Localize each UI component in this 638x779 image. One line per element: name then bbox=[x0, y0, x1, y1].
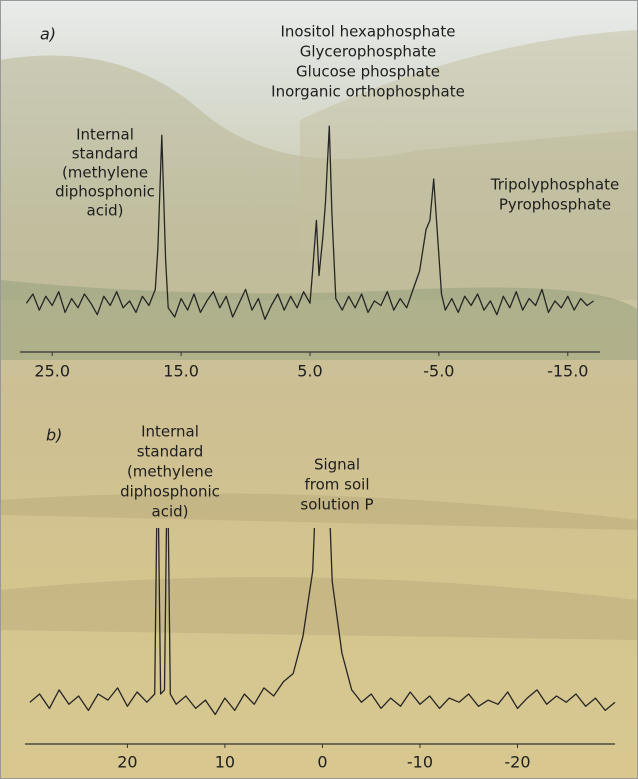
annotation: Glycerophosphate bbox=[300, 43, 437, 61]
x-tick-label: 0 bbox=[317, 753, 327, 772]
annotation: (methylene bbox=[127, 463, 213, 481]
annotation: standard bbox=[137, 443, 204, 461]
annotation: Internal bbox=[76, 126, 134, 144]
x-tick-label: -15.0 bbox=[547, 362, 588, 381]
panel-label: a) bbox=[40, 25, 56, 44]
x-tick-label: 15.0 bbox=[163, 362, 199, 381]
x-tick-label: -20 bbox=[504, 753, 530, 772]
annotation: (methylene bbox=[62, 164, 148, 182]
field-band bbox=[0, 493, 638, 530]
x-tick-label: 20 bbox=[117, 753, 137, 772]
spectrum-line bbox=[29, 528, 616, 716]
annotation: Tripolyphosphate bbox=[490, 176, 619, 194]
annotation: acid) bbox=[87, 202, 124, 220]
annotation: standard bbox=[72, 145, 139, 163]
annotation: Inorganic orthophosphate bbox=[271, 83, 465, 101]
x-tick-label: -10 bbox=[407, 753, 433, 772]
annotation: diphosphonic bbox=[120, 483, 220, 501]
annotation: solution P bbox=[300, 496, 373, 514]
annotation: Glucose phosphate bbox=[296, 63, 440, 81]
annotation: Inositol hexaphosphate bbox=[281, 23, 456, 41]
annotation: Internal bbox=[141, 423, 199, 441]
panel-label: b) bbox=[46, 426, 62, 445]
annotation: from soil bbox=[304, 476, 369, 494]
annotation: diphosphonic bbox=[55, 183, 155, 201]
hill bbox=[300, 30, 638, 250]
annotation: Signal bbox=[314, 456, 360, 474]
x-tick-label: -5.0 bbox=[423, 362, 454, 381]
spectrum-line bbox=[25, 125, 594, 320]
x-tick-label: 5.0 bbox=[297, 362, 322, 381]
annotation: acid) bbox=[152, 503, 189, 521]
shrubs bbox=[0, 280, 638, 360]
x-tick-label: 25.0 bbox=[34, 362, 70, 381]
annotation: Pyrophosphate bbox=[499, 196, 611, 214]
x-tick-label: 10 bbox=[215, 753, 235, 772]
